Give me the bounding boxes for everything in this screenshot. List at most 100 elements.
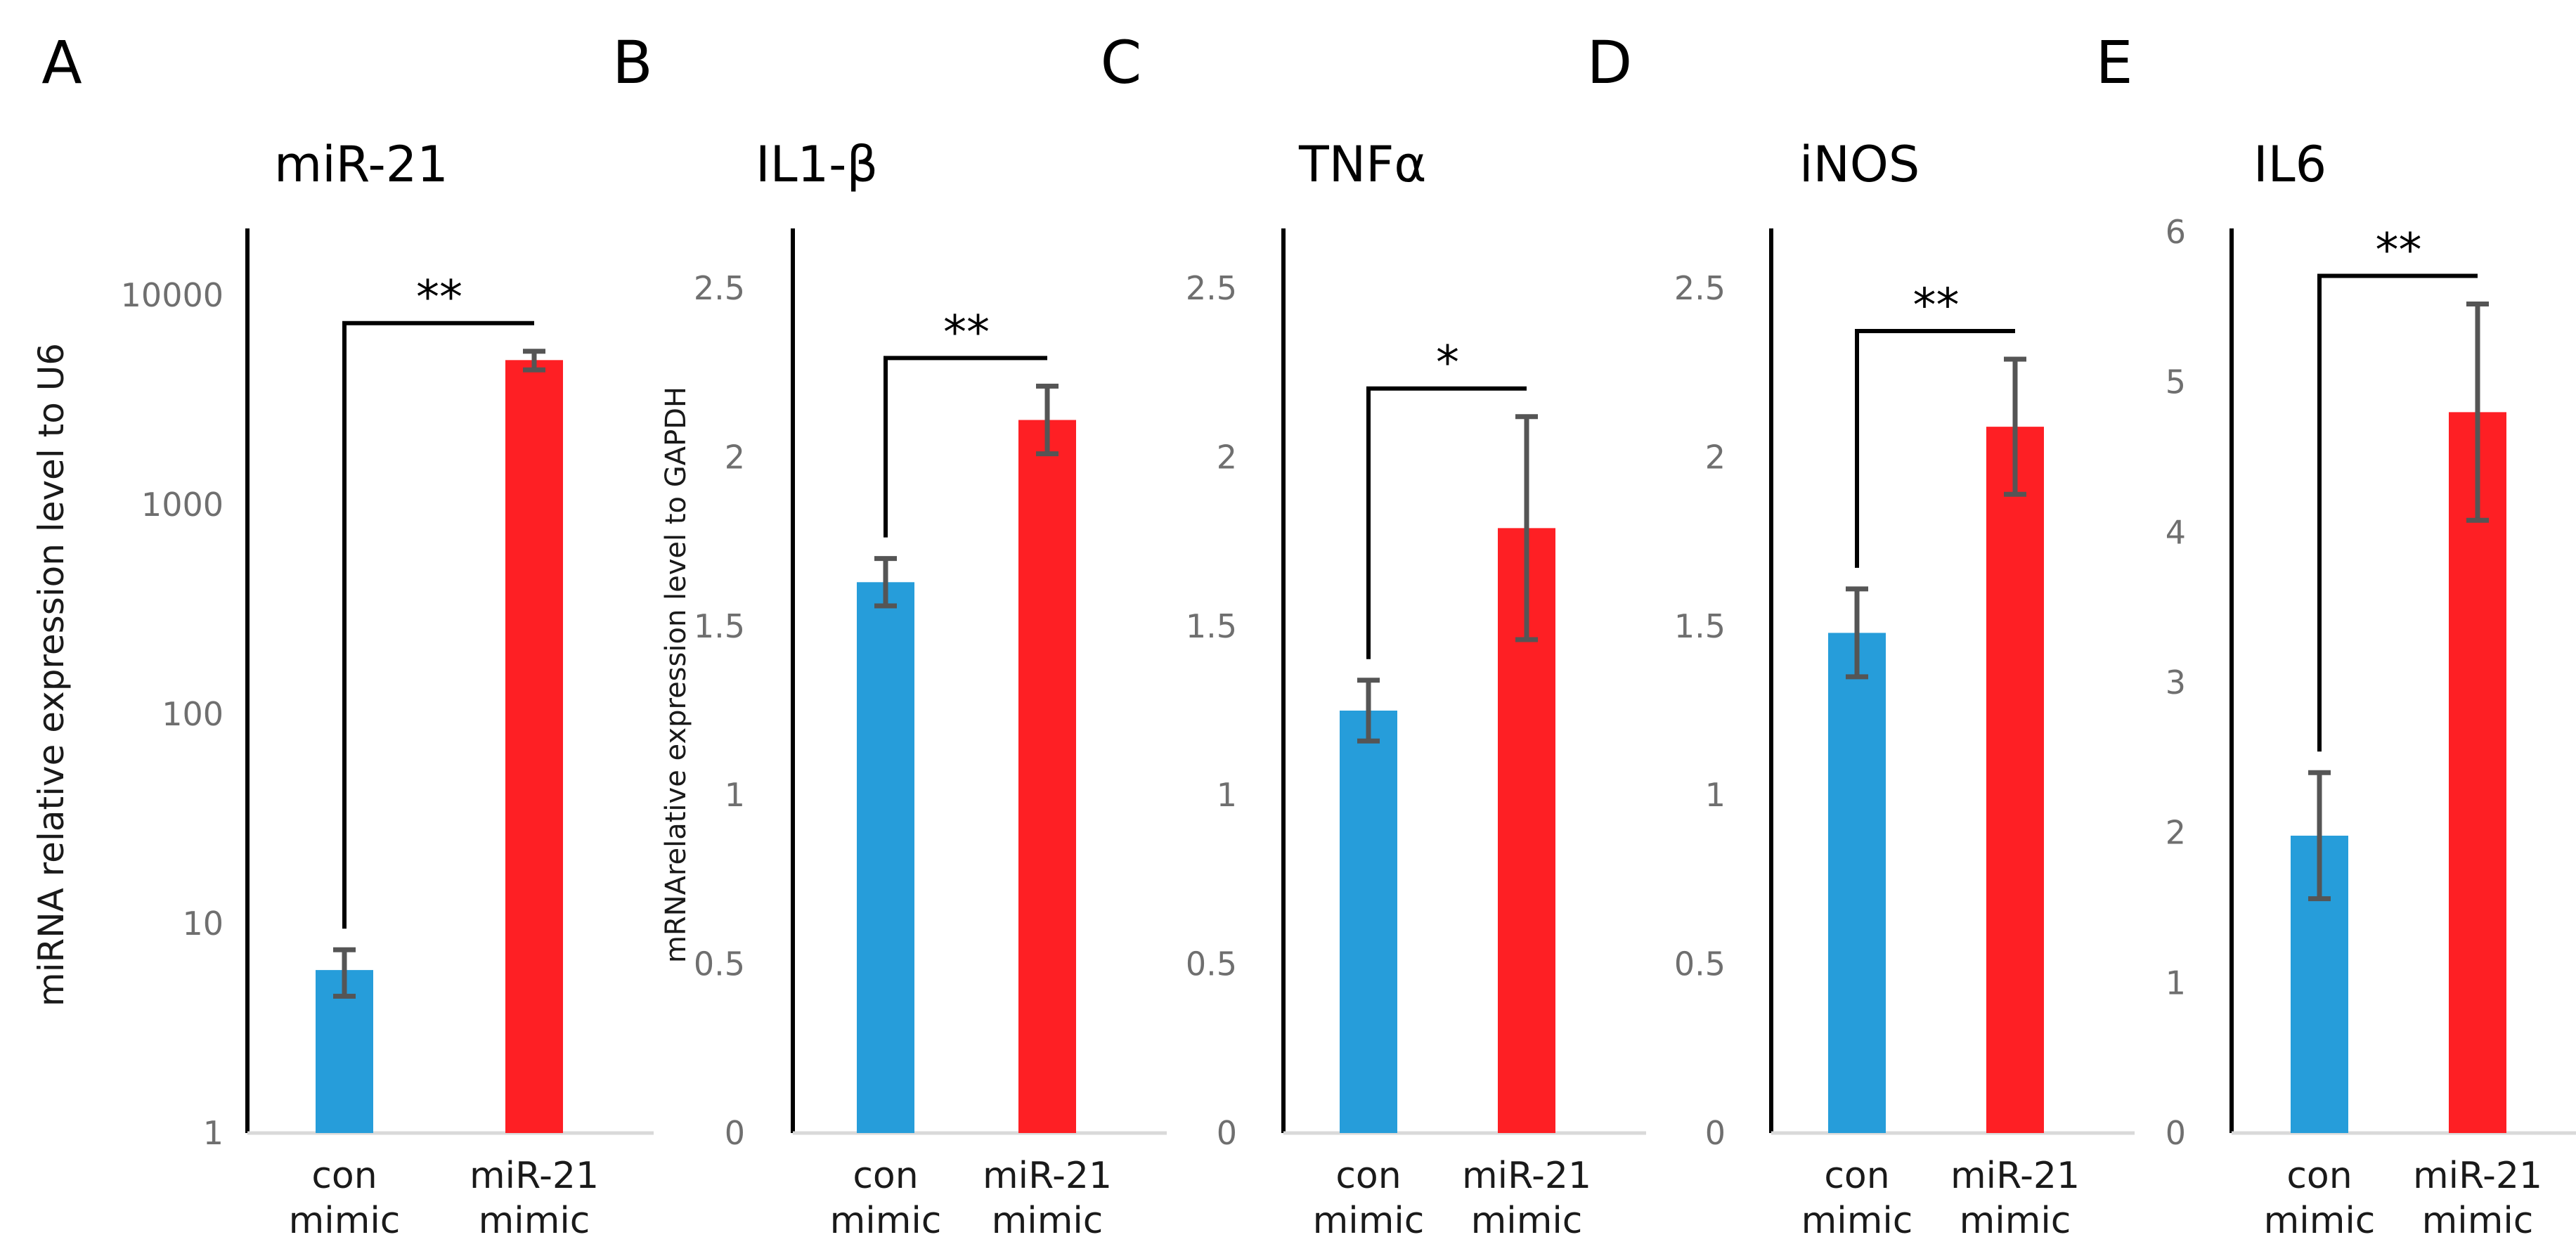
error-bar-a-0 bbox=[333, 947, 356, 999]
bar-d-mir21-mimic bbox=[1986, 427, 2044, 1133]
x-category-label-line: miR-21 bbox=[470, 1155, 599, 1197]
y-tick-label-e: 6 bbox=[2166, 213, 2186, 251]
x-category-label-e: con mimic bbox=[2264, 1155, 2376, 1242]
error-bar-e-1 bbox=[2466, 302, 2489, 523]
x-category-label-d: miR-21 mimic bbox=[1950, 1155, 2080, 1242]
bar-b-con-mimic bbox=[857, 582, 914, 1133]
y-tick-label-c: 0.5 bbox=[1186, 945, 1237, 983]
significance-marker-c: * bbox=[1436, 336, 1459, 390]
x-category-label-b: miR-21 mimic bbox=[983, 1155, 1112, 1242]
panel-title-e: IL6 bbox=[2253, 136, 2326, 193]
y-tick-label-e: 5 bbox=[2166, 363, 2186, 401]
significance-marker-b: ** bbox=[943, 305, 990, 359]
error-bar-a-1 bbox=[523, 349, 545, 373]
significance-bracket-d bbox=[1855, 328, 2015, 568]
x-category-label-line: mimic bbox=[1801, 1200, 1913, 1242]
error-bar-c-0 bbox=[1357, 678, 1380, 744]
panel-b: B IL1-β 0 0.5 1 1.5 2 2.5 mRNArelative expressio… bbox=[612, 28, 1167, 1242]
panel-letter-d: D bbox=[1587, 28, 1633, 97]
significance-bracket-a bbox=[342, 321, 534, 929]
y-tick-label-c: 2 bbox=[1217, 438, 1237, 476]
x-category-label-e: miR-21 mimic bbox=[2413, 1155, 2542, 1242]
y-tick-label-b: 1 bbox=[725, 776, 745, 814]
bar-e-mir21-mimic bbox=[2449, 412, 2506, 1133]
y-tick-label-b: 2.5 bbox=[694, 269, 745, 307]
x-category-label-line: mimic bbox=[479, 1200, 590, 1242]
x-category-label-line: miR-21 bbox=[983, 1155, 1112, 1197]
panel-letter-c: C bbox=[1101, 28, 1142, 97]
significance-marker-d: ** bbox=[1913, 278, 1960, 332]
error-bar-d-1 bbox=[2004, 356, 2026, 497]
y-tick-label-e: 0 bbox=[2166, 1114, 2186, 1152]
x-category-label-line: miR-21 bbox=[1462, 1155, 1591, 1197]
x-category-label-line: con bbox=[1824, 1155, 1889, 1197]
y-tick-label-e: 1 bbox=[2166, 964, 2186, 1002]
x-category-label-line: mimic bbox=[992, 1200, 1103, 1242]
y-tick-label-a: 1 bbox=[203, 1114, 224, 1152]
x-category-label-d: con mimic bbox=[1801, 1155, 1913, 1242]
significance-marker-a: ** bbox=[416, 271, 462, 325]
x-category-label-line: mimic bbox=[830, 1200, 942, 1242]
y-tick-label-b: 0.5 bbox=[694, 945, 745, 983]
x-category-label-a: con mimic bbox=[289, 1155, 401, 1242]
y-tick-label-d: 0 bbox=[1705, 1114, 1726, 1152]
x-category-label-a: miR-21 mimic bbox=[470, 1155, 599, 1242]
x-category-label-line: con bbox=[1335, 1155, 1401, 1197]
y-tick-label-a: 1000 bbox=[141, 486, 224, 524]
x-category-label-line: mimic bbox=[2264, 1200, 2376, 1242]
y-tick-label-b: 2 bbox=[725, 438, 745, 476]
panel-title-c: TNFα bbox=[1298, 136, 1427, 193]
error-bar-c-1 bbox=[1515, 414, 1538, 642]
y-tick-label-d: 1 bbox=[1705, 776, 1726, 814]
y-tick-label-a: 100 bbox=[162, 695, 224, 733]
x-category-label-line: con bbox=[853, 1155, 918, 1197]
x-category-label-line: con bbox=[311, 1155, 377, 1197]
x-category-label-line: mimic bbox=[2422, 1200, 2534, 1242]
y-tick-label-e: 3 bbox=[2166, 664, 2186, 701]
y-axis-label-b: mRNArelative expression level to GAPDH bbox=[660, 387, 692, 963]
x-category-label-line: mimic bbox=[289, 1200, 401, 1242]
bar-d-con-mimic bbox=[1828, 633, 1886, 1133]
x-category-label-line: mimic bbox=[1960, 1200, 2071, 1242]
x-category-label-line: miR-21 bbox=[2413, 1155, 2542, 1197]
y-tick-label-e: 2 bbox=[2166, 814, 2186, 852]
x-category-label-line: mimic bbox=[1313, 1200, 1425, 1242]
y-tick-label-d: 1.5 bbox=[1674, 607, 1726, 645]
panel-letter-e: E bbox=[2095, 28, 2132, 97]
panel-letter-b: B bbox=[612, 28, 653, 97]
y-tick-label-c: 0 bbox=[1217, 1114, 1237, 1152]
significance-bracket-c bbox=[1366, 386, 1527, 659]
panel-title-d: iNOS bbox=[1799, 136, 1920, 193]
x-category-label-c: miR-21 mimic bbox=[1462, 1155, 1591, 1242]
bar-b-mir21-mimic bbox=[1018, 420, 1076, 1133]
x-category-label-c: con mimic bbox=[1313, 1155, 1425, 1242]
x-category-label-line: mimic bbox=[1471, 1200, 1583, 1242]
y-tick-label-b: 0 bbox=[725, 1114, 745, 1152]
y-tick-label-d: 0.5 bbox=[1674, 945, 1726, 983]
error-bar-b-1 bbox=[1036, 383, 1059, 457]
y-tick-label-d: 2.5 bbox=[1674, 269, 1726, 307]
significance-bracket-b bbox=[884, 356, 1047, 538]
x-category-label-line: con bbox=[2286, 1155, 2352, 1197]
y-tick-label-a: 10000 bbox=[121, 276, 224, 314]
x-category-label-b: con mimic bbox=[830, 1155, 942, 1242]
panel-title-a: miR-21 bbox=[274, 136, 448, 193]
y-tick-label-c: 1.5 bbox=[1186, 607, 1237, 645]
panel-title-b: IL1-β bbox=[756, 136, 878, 193]
error-bar-e-0 bbox=[2308, 770, 2331, 902]
y-tick-label-e: 4 bbox=[2166, 513, 2186, 551]
error-bar-d-0 bbox=[1846, 586, 1868, 680]
y-tick-label-b: 1.5 bbox=[694, 607, 745, 645]
error-bar-b-0 bbox=[874, 556, 897, 609]
y-tick-label-c: 1 bbox=[1217, 776, 1237, 814]
y-tick-label-c: 2.5 bbox=[1186, 269, 1237, 307]
bar-c-con-mimic bbox=[1340, 711, 1397, 1133]
x-category-label-line: miR-21 bbox=[1950, 1155, 2080, 1197]
bar-a-mir21-mimic bbox=[505, 360, 563, 1134]
y-tick-label-a: 10 bbox=[182, 905, 224, 943]
